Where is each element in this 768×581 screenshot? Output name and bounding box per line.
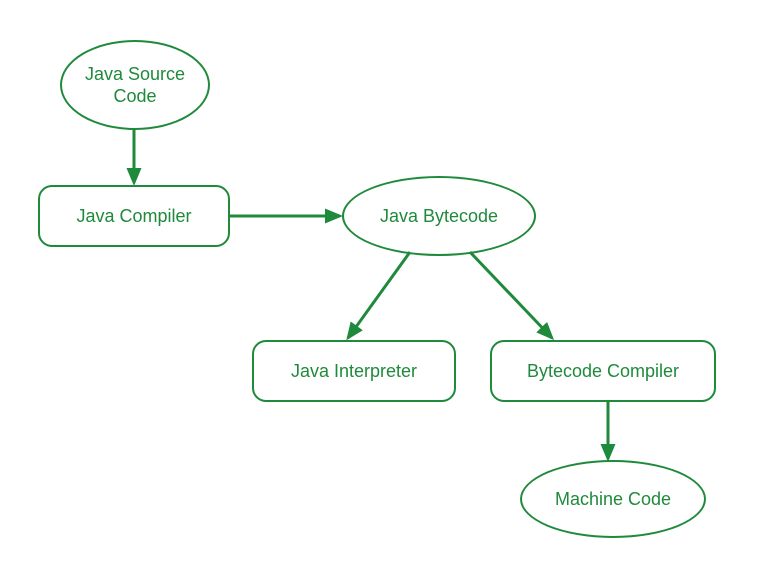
node-label: Java SourceCode bbox=[85, 63, 185, 108]
node-java-source-code: Java SourceCode bbox=[60, 40, 210, 130]
node-bytecode-compiler: Bytecode Compiler bbox=[490, 340, 716, 402]
edge-bytecode-to-bcompiler bbox=[470, 252, 552, 338]
node-java-compiler: Java Compiler bbox=[38, 185, 230, 247]
node-label: Bytecode Compiler bbox=[527, 360, 679, 383]
node-java-bytecode: Java Bytecode bbox=[342, 176, 536, 256]
node-label: Java Bytecode bbox=[380, 205, 498, 228]
node-label: Java Interpreter bbox=[291, 360, 417, 383]
edge-bytecode-to-interpreter bbox=[348, 252, 410, 338]
node-label: Machine Code bbox=[555, 488, 671, 511]
node-java-interpreter: Java Interpreter bbox=[252, 340, 456, 402]
node-machine-code: Machine Code bbox=[520, 460, 706, 538]
node-label: Java Compiler bbox=[76, 205, 191, 228]
